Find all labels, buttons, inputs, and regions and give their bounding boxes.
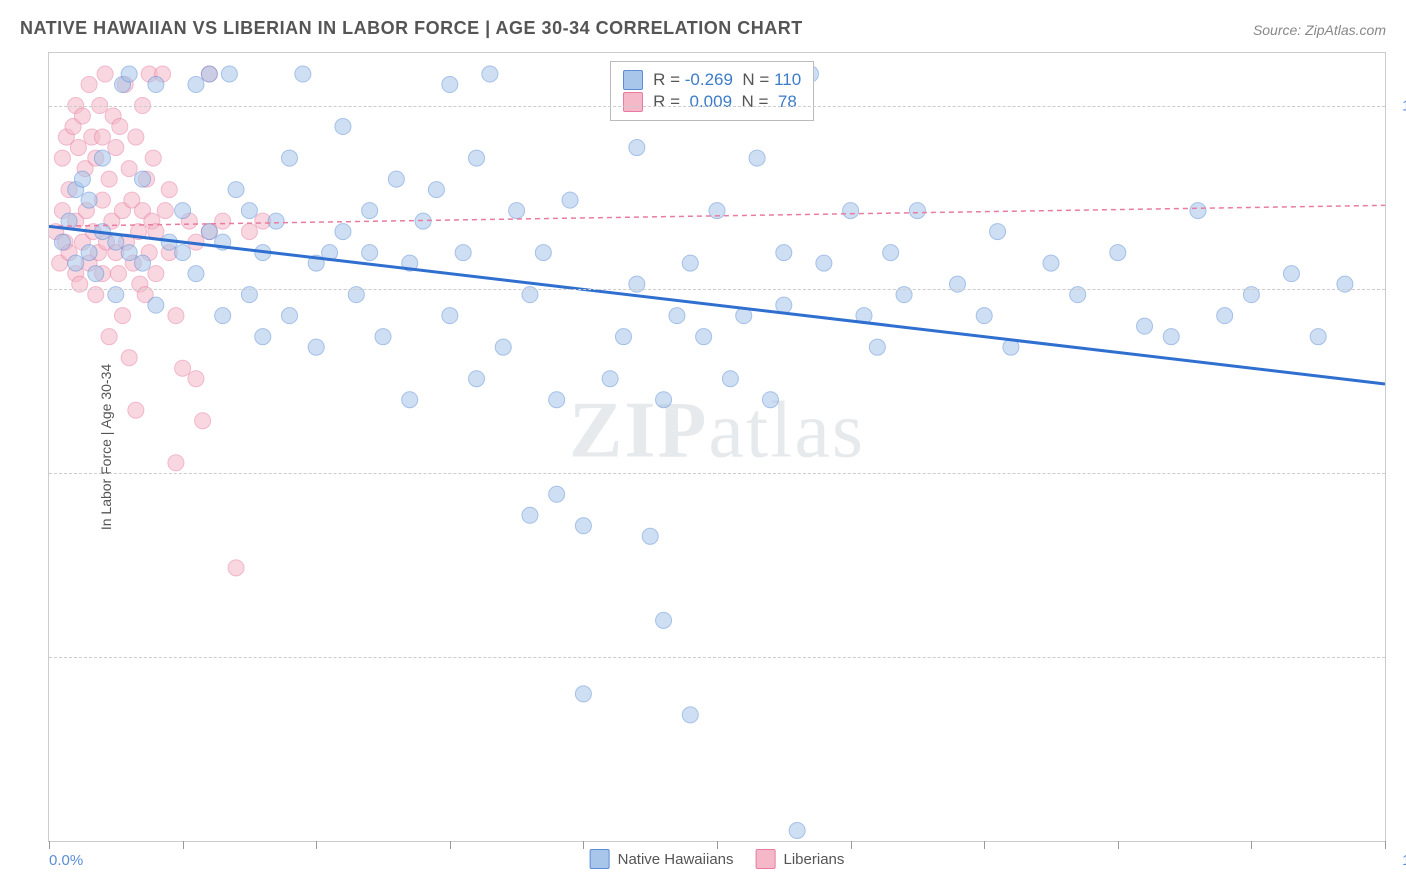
swatch-bottom-series2 bbox=[756, 849, 776, 869]
swatch-series2 bbox=[623, 92, 643, 112]
series-legend: Native Hawaiians Liberians bbox=[590, 849, 845, 869]
chart-title: NATIVE HAWAIIAN VS LIBERIAN IN LABOR FOR… bbox=[20, 18, 803, 39]
source-label: Source: ZipAtlas.com bbox=[1253, 22, 1386, 38]
chart-area: In Labor Force | Age 30-34 ZIPatlas R = … bbox=[48, 52, 1386, 842]
swatch-series1 bbox=[623, 70, 643, 90]
y-tick-label: 100.0% bbox=[1402, 97, 1406, 114]
x-axis-min-label: 0.0% bbox=[49, 852, 83, 869]
x-axis-max-label: 100.0% bbox=[1402, 852, 1406, 869]
legend-item-series1: Native Hawaiians bbox=[590, 849, 734, 869]
legend-row-series1: R = -0.269 N = 110 bbox=[623, 70, 801, 90]
legend-item-series2: Liberians bbox=[756, 849, 845, 869]
scatter-plot bbox=[49, 53, 1385, 841]
swatch-bottom-series1 bbox=[590, 849, 610, 869]
legend-row-series2: R = 0.009 N = 78 bbox=[623, 92, 801, 112]
correlation-legend: R = -0.269 N = 110 R = 0.009 N = 78 bbox=[610, 61, 814, 121]
